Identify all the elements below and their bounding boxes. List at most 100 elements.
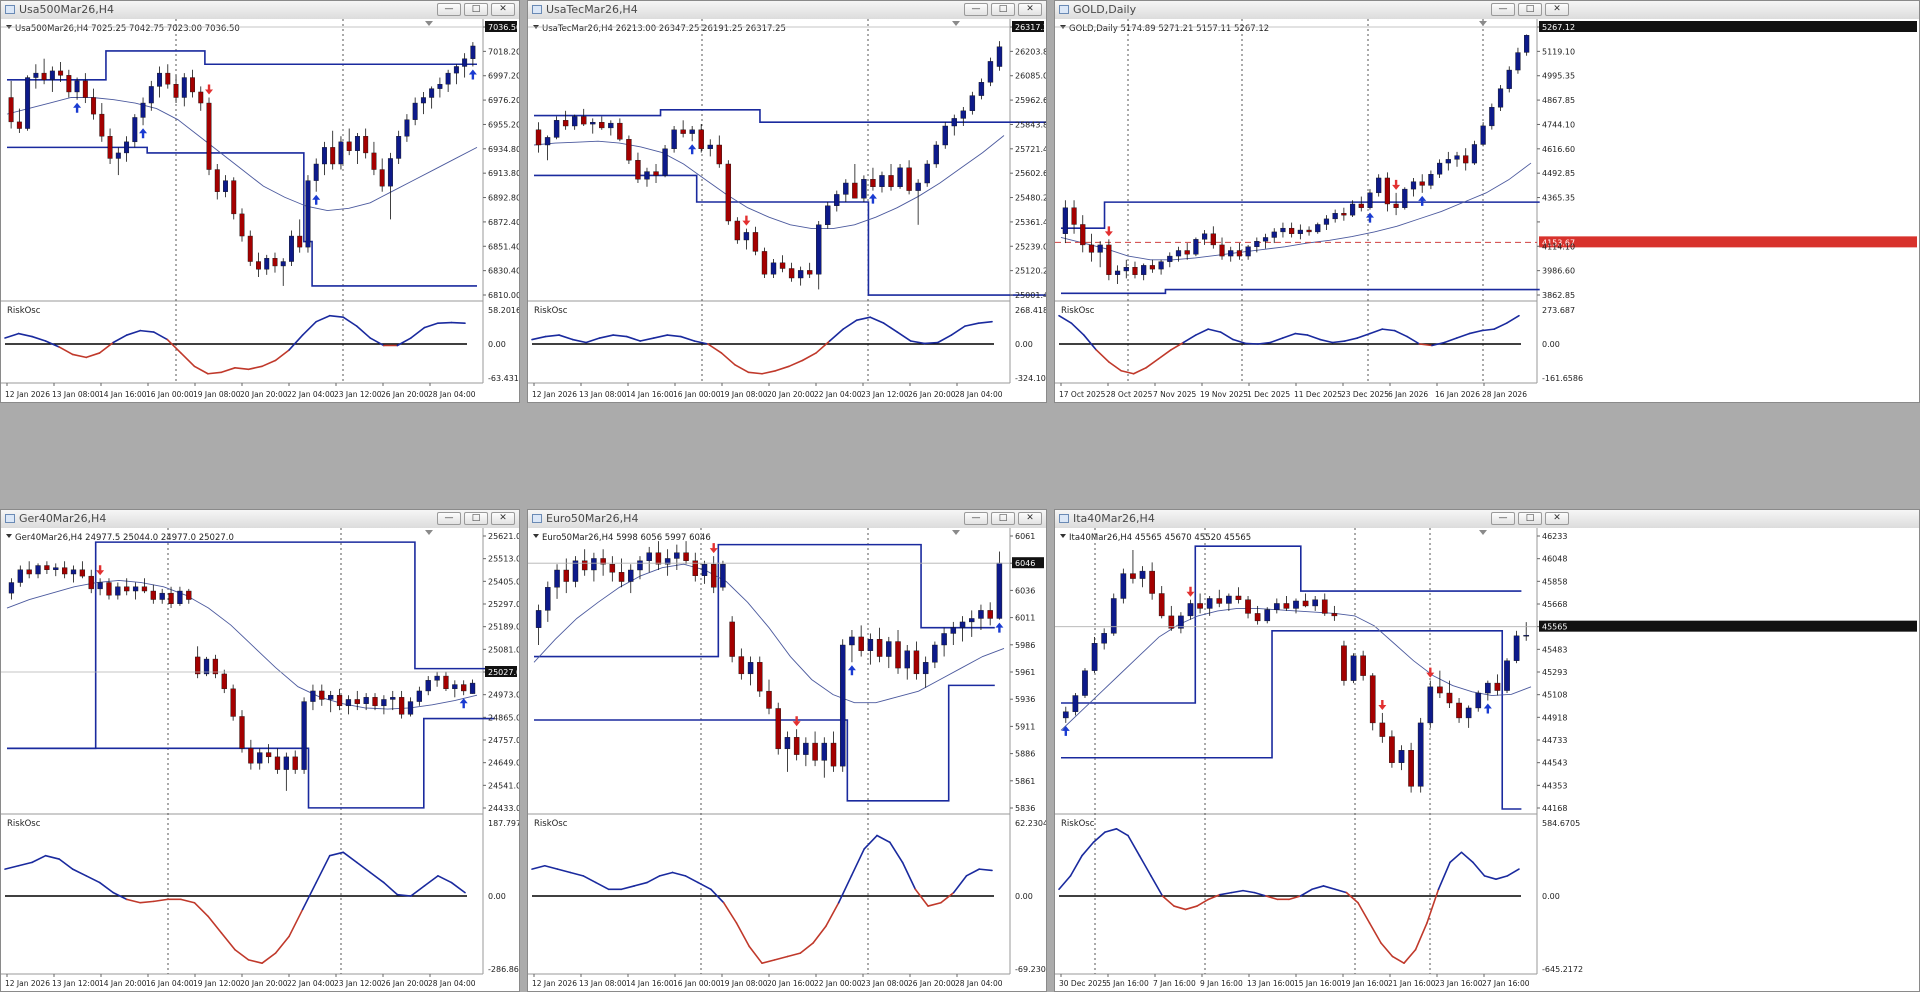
window-titlebar[interactable]: Ger40Mar26,H4 — □ ✕	[1, 510, 519, 529]
candle-body	[1101, 633, 1108, 644]
candle-body	[1445, 159, 1451, 164]
window-titlebar[interactable]: GOLD,Daily — □ ✕	[1055, 1, 1919, 20]
oscillator-negative-segment	[220, 932, 236, 951]
candle-body	[407, 701, 414, 715]
chart-canvas[interactable]: Usa500Mar26,H4 7025.25 7042.75 7023.00 7…	[1, 19, 519, 402]
oscillator-positive-segment	[965, 868, 981, 877]
price-axis-label: 24865.0	[488, 713, 519, 722]
minimize-button[interactable]: —	[1491, 512, 1515, 525]
oscillator-positive-segment	[1092, 831, 1106, 844]
close-button[interactable]: ✕	[1545, 3, 1569, 16]
candle-body	[301, 701, 307, 770]
candle-body	[346, 141, 352, 151]
buy-arrow-icon	[73, 102, 82, 113]
oscillator-positive-segment	[910, 340, 926, 345]
candle-body	[354, 699, 360, 704]
candle-body	[1497, 88, 1504, 108]
minimize-button[interactable]: —	[964, 3, 988, 16]
price-axis-label: 46233	[1542, 532, 1567, 541]
chart-canvas[interactable]: GOLD,Daily 5174.89 5271.21 5157.11 5267.…	[1055, 19, 1919, 402]
candle-body	[904, 650, 910, 669]
oscillator-negative-segment	[193, 901, 209, 917]
candle-body	[861, 178, 867, 199]
price-axis-label: 4616.60	[1542, 145, 1575, 154]
candle-body	[655, 552, 662, 565]
time-axis-label: 20 Jan 20:00	[767, 390, 815, 399]
candle-body	[1236, 250, 1243, 257]
window-titlebar[interactable]: Ita40Mar26,H4 — □ ✕	[1055, 510, 1919, 529]
oscillator-positive-segment	[1257, 341, 1272, 345]
time-axis-label: 7 Nov 2025	[1153, 390, 1196, 399]
chart-window-usa500[interactable]: Usa500Mar26,H4 — □ ✕ Usa500Mar26,H4 7025…	[0, 0, 520, 403]
close-button[interactable]: ✕	[1545, 512, 1569, 525]
restore-button[interactable]: □	[1518, 512, 1542, 525]
oscillator-positive-segment	[882, 322, 899, 333]
candle-body	[1184, 250, 1190, 255]
price-axis-label: 25480.20	[1015, 194, 1046, 203]
candle-body	[44, 565, 50, 570]
restore-button[interactable]: □	[991, 3, 1015, 16]
buy-arrow-icon	[312, 194, 321, 205]
time-axis-label: 14 Jan 20:00	[99, 979, 147, 988]
restore-button[interactable]: □	[1518, 3, 1542, 16]
candle-body	[1158, 261, 1164, 270]
candle-body	[157, 72, 163, 87]
candle-body	[852, 182, 858, 199]
oscillator-negative-segment	[761, 369, 777, 375]
oscillator-positive-segment	[328, 314, 345, 319]
candle-body	[671, 129, 677, 150]
oscillator-positive-segment	[342, 851, 358, 864]
candle-body	[987, 61, 994, 83]
candle-body	[1206, 598, 1213, 609]
window-titlebar[interactable]: Usa500Mar26,H4 — □ ✕	[1, 1, 519, 20]
candle-body	[1437, 686, 1443, 694]
chart-canvas[interactable]: Ita40Mar26,H4 45565 45670 45520 45565 462…	[1055, 528, 1919, 991]
oscillator-positive-segment	[896, 331, 912, 342]
close-button[interactable]: ✕	[1018, 512, 1042, 525]
candle-body	[297, 235, 303, 248]
candle-body	[1454, 155, 1460, 160]
minimize-button[interactable]: —	[437, 512, 461, 525]
restore-button[interactable]: □	[464, 3, 488, 16]
chart-canvas[interactable]: UsaTecMar26,H4 26213.00 26347.25 26191.2…	[528, 19, 1046, 402]
candle-body	[1245, 246, 1251, 257]
chart-shift-marker-icon	[425, 530, 433, 535]
close-button[interactable]: ✕	[491, 512, 515, 525]
oscillator-negative-segment	[1426, 888, 1440, 924]
price-axis-label: 4744.10	[1542, 120, 1575, 129]
chart-window-ger40[interactable]: Ger40Mar26,H4 — □ ✕ Ger40Mar26,H4 24977.…	[0, 509, 520, 992]
chart-window-euro50[interactable]: Euro50Mar26,H4 — □ ✕ Euro50Mar26,H4 5998…	[527, 509, 1047, 992]
time-axis-label: 28 Jan 04:00	[955, 390, 1003, 399]
oscillator-negative-segment	[1170, 341, 1185, 351]
oscillator-positive-segment	[1493, 322, 1508, 330]
close-button[interactable]: ✕	[1018, 3, 1042, 16]
chart-canvas[interactable]: Ger40Mar26,H4 24977.5 25044.0 24977.0 25…	[1, 528, 519, 991]
oscillator-positive-segment	[1127, 834, 1141, 857]
candle-body	[1178, 615, 1184, 629]
chart-window-gold[interactable]: GOLD,Daily — □ ✕ GOLD,Daily 5174.89 5271…	[1054, 0, 1920, 403]
oscillator-negative-segment	[747, 371, 763, 375]
oscillator-negative-segment	[288, 908, 304, 938]
window-titlebar[interactable]: Euro50Mar26,H4 — □ ✕	[528, 510, 1046, 529]
candle-body	[1080, 224, 1086, 246]
close-button[interactable]: ✕	[491, 3, 515, 16]
restore-button[interactable]: □	[991, 512, 1015, 525]
moving-average-line	[1060, 162, 1532, 261]
oscillator-positive-segment	[410, 885, 426, 897]
candle-body	[581, 560, 588, 571]
chart-window-usatec[interactable]: UsaTecMar26,H4 — □ ✕ UsaTecMar26,H4 2621…	[527, 0, 1047, 403]
chart-window-ita40[interactable]: Ita40Mar26,H4 — □ ✕ Ita40Mar26,H4 45565 …	[1054, 509, 1920, 992]
chart-window-icon	[532, 514, 542, 523]
window-titlebar[interactable]: UsaTecMar26,H4 — □ ✕	[528, 1, 1046, 20]
time-axis-label: 13 Jan 12:00	[52, 979, 100, 988]
minimize-button[interactable]: —	[964, 512, 988, 525]
oscillator-positive-segment	[85, 875, 101, 884]
minimize-button[interactable]: —	[1491, 3, 1515, 16]
price-axis-label: 25721.40	[1015, 145, 1046, 154]
candle-body	[867, 639, 874, 651]
minimize-button[interactable]: —	[437, 3, 461, 16]
oscillator-positive-segment	[855, 316, 872, 321]
chart-canvas[interactable]: Euro50Mar26,H4 5998 6056 5997 6046 6061 60…	[528, 528, 1046, 991]
oscillator-positive-segment	[1194, 328, 1209, 336]
restore-button[interactable]: □	[464, 512, 488, 525]
